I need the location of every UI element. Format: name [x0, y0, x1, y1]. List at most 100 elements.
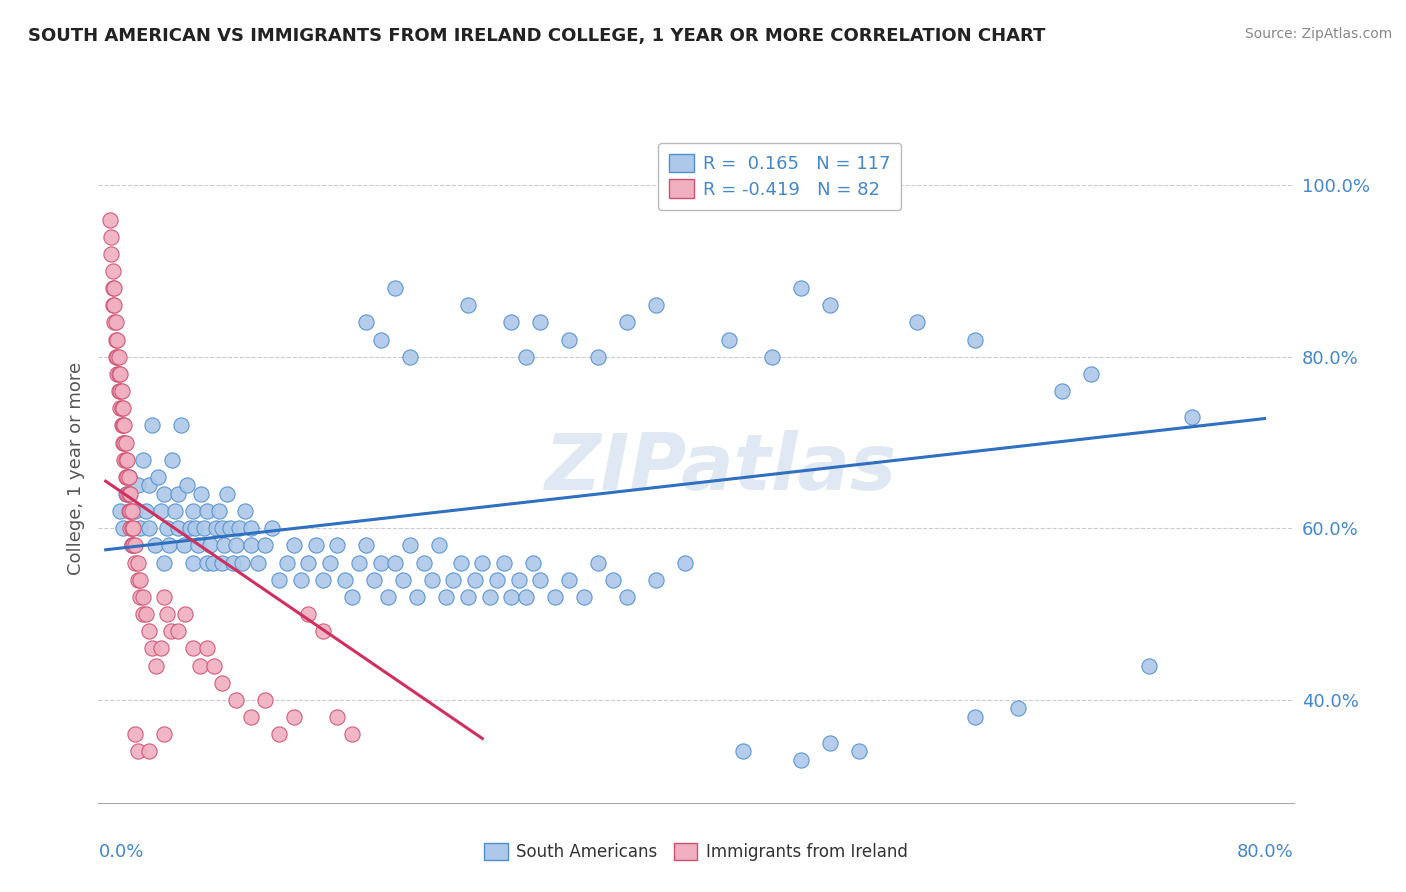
Point: [204, 521, 226, 535]
Point: [127, 744, 149, 758]
Point: [384, 556, 406, 570]
Point: [122, 539, 145, 553]
Point: [114, 452, 136, 467]
Point: [356, 316, 378, 330]
Text: 0.0%: 0.0%: [98, 843, 143, 861]
Point: [195, 641, 218, 656]
Point: [118, 470, 141, 484]
Legend: South Americans, Immigrants from Ireland: South Americans, Immigrants from Ireland: [478, 837, 914, 868]
Text: ZIPatlas: ZIPatlas: [544, 430, 896, 507]
Point: [558, 573, 581, 587]
Point: [173, 539, 195, 553]
Point: [122, 521, 145, 535]
Point: [290, 573, 312, 587]
Point: [319, 556, 342, 570]
Text: SOUTH AMERICAN VS IMMIGRANTS FROM IRELAND COLLEGE, 1 YEAR OR MORE CORRELATION CH: SOUTH AMERICAN VS IMMIGRANTS FROM IRELAN…: [28, 27, 1046, 45]
Point: [170, 418, 193, 433]
Point: [152, 487, 174, 501]
Point: [105, 350, 128, 364]
Point: [108, 401, 131, 416]
Point: [149, 504, 172, 518]
Point: [450, 556, 472, 570]
Point: [105, 333, 128, 347]
Point: [110, 401, 132, 416]
Point: [283, 710, 305, 724]
Point: [101, 298, 124, 312]
Point: [485, 573, 508, 587]
Point: [790, 281, 813, 295]
Point: [117, 452, 139, 467]
Point: [118, 470, 141, 484]
Point: [363, 573, 385, 587]
Point: [120, 487, 142, 501]
Point: [117, 470, 139, 484]
Point: [181, 504, 204, 518]
Point: [149, 641, 172, 656]
Point: [112, 435, 135, 450]
Point: [132, 590, 155, 604]
Point: [124, 727, 146, 741]
Point: [184, 521, 207, 535]
Point: [115, 452, 138, 467]
Point: [586, 556, 609, 570]
Point: [101, 264, 124, 278]
Point: [434, 590, 457, 604]
Point: [141, 641, 163, 656]
Point: [790, 753, 813, 767]
Point: [645, 573, 668, 587]
Point: [848, 744, 870, 758]
Point: [107, 384, 129, 398]
Point: [239, 710, 262, 724]
Point: [818, 298, 841, 312]
Point: [157, 539, 180, 553]
Point: [165, 504, 187, 518]
Point: [112, 521, 135, 535]
Point: [124, 504, 146, 518]
Point: [673, 556, 696, 570]
Point: [276, 556, 298, 570]
Point: [508, 573, 530, 587]
Point: [103, 316, 125, 330]
Point: [1050, 384, 1073, 398]
Point: [616, 590, 638, 604]
Point: [143, 539, 166, 553]
Point: [162, 452, 184, 467]
Point: [645, 298, 668, 312]
Point: [492, 556, 515, 570]
Point: [118, 487, 141, 501]
Point: [135, 607, 157, 621]
Text: Source: ZipAtlas.com: Source: ZipAtlas.com: [1244, 27, 1392, 41]
Point: [231, 556, 253, 570]
Point: [464, 573, 486, 587]
Point: [187, 539, 209, 553]
Point: [233, 504, 256, 518]
Point: [214, 539, 236, 553]
Point: [145, 658, 167, 673]
Point: [110, 418, 132, 433]
Point: [176, 478, 198, 492]
Text: 80.0%: 80.0%: [1237, 843, 1294, 861]
Point: [326, 710, 349, 724]
Point: [1007, 701, 1029, 715]
Point: [731, 744, 754, 758]
Point: [108, 384, 131, 398]
Point: [239, 521, 262, 535]
Point: [201, 556, 224, 570]
Point: [340, 590, 363, 604]
Point: [155, 607, 177, 621]
Point: [457, 298, 479, 312]
Point: [586, 350, 609, 364]
Point: [413, 556, 436, 570]
Point: [1181, 409, 1204, 424]
Point: [228, 521, 250, 535]
Point: [1080, 367, 1102, 381]
Point: [188, 658, 211, 673]
Point: [616, 316, 638, 330]
Point: [420, 573, 443, 587]
Point: [107, 367, 129, 381]
Point: [193, 521, 215, 535]
Point: [127, 478, 149, 492]
Point: [127, 573, 149, 587]
Point: [471, 556, 494, 570]
Point: [558, 333, 581, 347]
